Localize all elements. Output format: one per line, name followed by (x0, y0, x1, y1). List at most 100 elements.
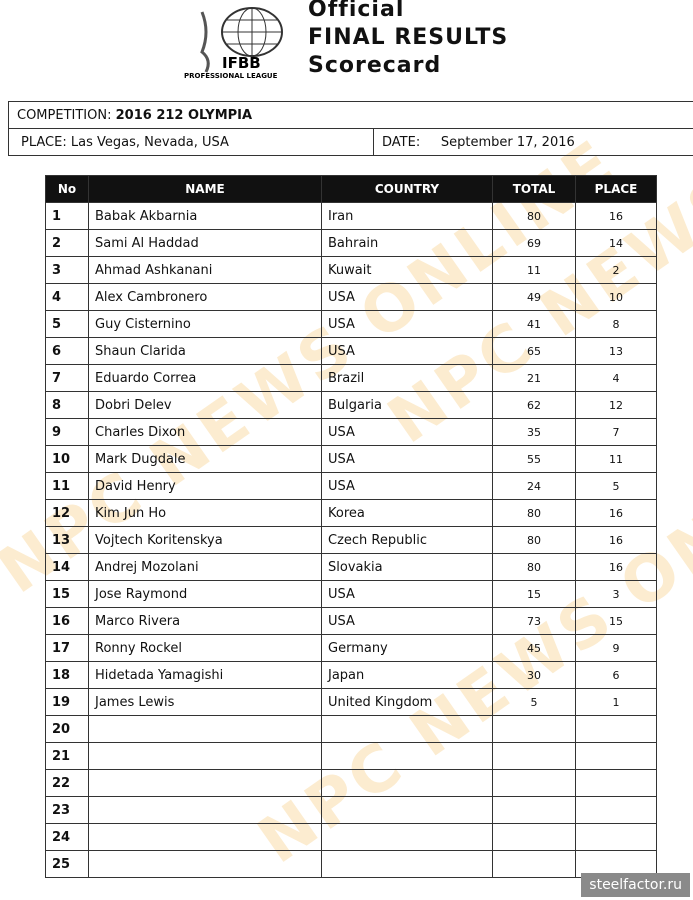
document-title: Official FINAL RESULTS Scorecard (308, 0, 508, 80)
table-row: 18 Hidetada Yamagishi Japan 30 6 (45, 661, 657, 689)
table-row: 11 David Henry USA 24 5 (45, 472, 657, 500)
athlete-place (575, 715, 657, 743)
table-row: 2 Sami Al Haddad Bahrain 69 14 (45, 229, 657, 257)
athlete-name: Kim Jun Ho (88, 499, 322, 527)
athlete-number: 9 (45, 418, 89, 446)
athlete-place: 15 (575, 607, 657, 635)
athlete-number: 25 (45, 850, 89, 878)
athlete-place: 12 (575, 391, 657, 419)
athlete-place: 2 (575, 256, 657, 284)
athlete-country: Slovakia (321, 553, 493, 581)
athlete-country: Brazil (321, 364, 493, 392)
athlete-name: Babak Akbarnia (88, 202, 322, 230)
athlete-number: 8 (45, 391, 89, 419)
athlete-country: Bahrain (321, 229, 493, 257)
athlete-name (88, 715, 322, 743)
col-total: TOTAL (492, 175, 576, 203)
athlete-place: 14 (575, 229, 657, 257)
athlete-place: 7 (575, 418, 657, 446)
athlete-place: 3 (575, 580, 657, 608)
athlete-place (575, 742, 657, 770)
athlete-country (321, 796, 493, 824)
date-label: DATE: (382, 134, 421, 150)
athlete-name: Sami Al Haddad (88, 229, 322, 257)
svg-text:PROFESSIONAL LEAGUE: PROFESSIONAL LEAGUE (184, 72, 278, 80)
athlete-number: 14 (45, 553, 89, 581)
athlete-total: 55 (492, 445, 576, 473)
athlete-number: 4 (45, 283, 89, 311)
table-row: 4 Alex Cambronero USA 49 10 (45, 283, 657, 311)
table-row: 10 Mark Dugdale USA 55 11 (45, 445, 657, 473)
site-watermark: steelfactor.ru (581, 873, 690, 897)
title-line: FINAL RESULTS (308, 25, 509, 50)
athlete-number: 20 (45, 715, 89, 743)
table-row: 5 Guy Cisternino USA 41 8 (45, 310, 657, 338)
athlete-place: 5 (575, 472, 657, 500)
col-no: No (45, 175, 89, 203)
athlete-country (321, 823, 493, 851)
athlete-total (492, 823, 576, 851)
athlete-total: 62 (492, 391, 576, 419)
title-line: Official (308, 0, 405, 22)
athlete-name: Guy Cisternino (88, 310, 322, 338)
athlete-name (88, 823, 322, 851)
athlete-place (575, 823, 657, 851)
athlete-country (321, 769, 493, 797)
athlete-name: Jose Raymond (88, 580, 322, 608)
col-country: COUNTRY (321, 175, 493, 203)
table-row: 3 Ahmad Ashkanani Kuwait 11 2 (45, 256, 657, 284)
col-name: NAME (88, 175, 322, 203)
table-row: 15 Jose Raymond USA 15 3 (45, 580, 657, 608)
athlete-number: 13 (45, 526, 89, 554)
athlete-place: 4 (575, 364, 657, 392)
athlete-name: Mark Dugdale (88, 445, 322, 473)
table-row: 21 (45, 742, 657, 770)
athlete-country: Kuwait (321, 256, 493, 284)
athlete-name (88, 850, 322, 878)
table-row: 23 (45, 796, 657, 824)
athlete-name: Vojtech Koritenskya (88, 526, 322, 554)
athlete-number: 1 (45, 202, 89, 230)
athlete-place: 16 (575, 526, 657, 554)
athlete-name (88, 796, 322, 824)
results-table: No NAME COUNTRY TOTAL PLACE 1 Babak Akbar… (45, 175, 657, 878)
table-row: 24 (45, 823, 657, 851)
table-row: 20 (45, 715, 657, 743)
table-row: 12 Kim Jun Ho Korea 80 16 (45, 499, 657, 527)
athlete-total: 35 (492, 418, 576, 446)
athlete-number: 21 (45, 742, 89, 770)
table-row: 9 Charles Dixon USA 35 7 (45, 418, 657, 446)
place-label: PLACE: (21, 134, 67, 150)
athlete-name: Eduardo Correa (88, 364, 322, 392)
athlete-name: David Henry (88, 472, 322, 500)
athlete-total: 45 (492, 634, 576, 662)
athlete-country: USA (321, 418, 493, 446)
athlete-total (492, 850, 576, 878)
athlete-place: 16 (575, 202, 657, 230)
athlete-place: 10 (575, 283, 657, 311)
athlete-total (492, 742, 576, 770)
athlete-name: Ahmad Ashkanani (88, 256, 322, 284)
athlete-number: 2 (45, 229, 89, 257)
athlete-total: 41 (492, 310, 576, 338)
athlete-country: United Kingdom (321, 688, 493, 716)
athlete-name: Hidetada Yamagishi (88, 661, 322, 689)
table-row: 17 Ronny Rockel Germany 45 9 (45, 634, 657, 662)
athlete-total (492, 796, 576, 824)
athlete-name: Shaun Clarida (88, 337, 322, 365)
date-value: September 17, 2016 (440, 134, 575, 150)
table-row: 13 Vojtech Koritenskya Czech Republic 80 16 (45, 526, 657, 554)
athlete-place (575, 769, 657, 797)
table-row: 19 James Lewis United Kingdom 5 1 (45, 688, 657, 716)
athlete-place: 16 (575, 499, 657, 527)
athlete-place: 6 (575, 661, 657, 689)
athlete-total: 24 (492, 472, 576, 500)
competition-name: 2016 212 OLYMPIA (115, 107, 253, 123)
athlete-number: 23 (45, 796, 89, 824)
athlete-number: 3 (45, 256, 89, 284)
athlete-country (321, 850, 493, 878)
athlete-total: 15 (492, 580, 576, 608)
athlete-country: Korea (321, 499, 493, 527)
athlete-number: 11 (45, 472, 89, 500)
athlete-country (321, 715, 493, 743)
